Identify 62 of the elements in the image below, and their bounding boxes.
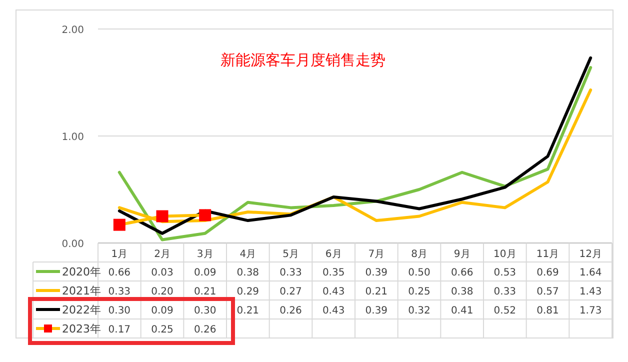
data-label: 0.66: [108, 268, 131, 278]
data-label: 0.53: [494, 268, 516, 278]
data-label: 1.43: [579, 286, 602, 298]
data-label: 0.81: [536, 306, 559, 316]
x-tick-label: 6月: [325, 249, 342, 260]
data-label: 0.03: [151, 268, 174, 278]
data-label: 0.38: [450, 286, 474, 298]
data-label: 0.33: [108, 286, 131, 298]
data-label: 1.73: [579, 306, 602, 316]
data-label: 0.69: [536, 268, 559, 278]
point: [113, 218, 126, 231]
data-label: 0.21: [236, 306, 260, 316]
x-tick-label: 5月: [282, 249, 299, 260]
x-tick-label: 8月: [411, 249, 428, 260]
data-label: 0.52: [494, 306, 516, 316]
data-label: 0.30: [108, 306, 131, 316]
legend-label: 2020年: [62, 266, 101, 278]
legend-label: 2023年: [62, 322, 101, 336]
data-label: 0.43: [322, 286, 345, 298]
x-tick-label: 11月: [536, 249, 560, 260]
legend-label: 2022年: [62, 304, 101, 316]
text: 新能源客车月度销售走势: [220, 51, 386, 69]
point: [156, 210, 168, 222]
data-label: 0.25: [151, 324, 174, 336]
data-label: 0.09: [194, 268, 216, 278]
legend-label: 2021年: [62, 284, 101, 298]
data-label: 0.09: [151, 306, 174, 316]
data-label: 0.32: [408, 306, 430, 316]
data-label: 0.43: [322, 306, 345, 316]
data-label: 0.21: [365, 286, 388, 298]
x-tick-label: 9月: [454, 249, 470, 260]
data-label: 0.29: [236, 286, 260, 298]
data-label: 0.27: [280, 286, 302, 298]
x-tick-label: 2月: [154, 249, 170, 260]
y-tick-label: 1.00: [62, 132, 84, 143]
x-tick-label: 3月: [196, 249, 214, 260]
x-tick-label: 4月: [240, 249, 256, 260]
data-label: 0.17: [108, 324, 131, 336]
y-tick-label: 2.00: [62, 25, 84, 36]
x-tick-label: 1月: [111, 249, 128, 260]
data-label: 0.21: [194, 286, 216, 298]
data-label: 0.26: [280, 306, 302, 316]
data-label: 0.38: [236, 268, 260, 278]
data-label: 0.35: [322, 268, 345, 278]
data-label: 0.41: [450, 306, 474, 316]
data-label: 1.64: [579, 268, 602, 278]
data-label: 0.50: [408, 268, 430, 278]
data-label: 0.66: [450, 268, 474, 278]
y-tick-label: 0.00: [62, 239, 84, 250]
data-label: 0.57: [536, 286, 559, 298]
data-label: 0.33: [280, 268, 302, 278]
data-label: 0.39: [365, 306, 388, 316]
x-tick-label: 10月: [494, 249, 516, 260]
data-label: 0.25: [408, 286, 430, 298]
data-label: 0.30: [194, 306, 216, 316]
x-tick-label: 7月: [368, 249, 385, 260]
data-label: 0.20: [151, 286, 174, 298]
x-tick-label: 12月: [579, 249, 602, 260]
data-label: 0.39: [365, 268, 388, 278]
data-label: 0.26: [194, 324, 216, 336]
data-label: 0.33: [494, 286, 516, 298]
point: [199, 209, 212, 222]
